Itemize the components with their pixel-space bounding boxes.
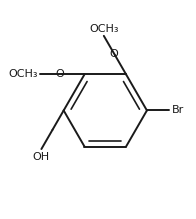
Text: Br: Br: [172, 106, 184, 115]
Text: OCH₃: OCH₃: [89, 24, 119, 34]
Text: O: O: [110, 49, 118, 59]
Text: OH: OH: [33, 152, 50, 162]
Text: O: O: [55, 69, 64, 79]
Text: OCH₃: OCH₃: [8, 69, 38, 79]
